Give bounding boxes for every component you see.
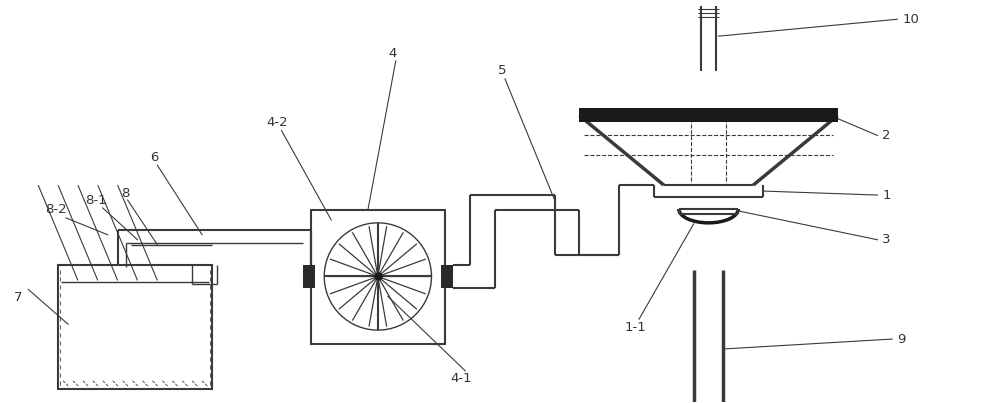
Text: 5: 5 (498, 64, 507, 77)
Text: 2: 2 (882, 129, 891, 142)
Text: 9: 9 (897, 332, 906, 345)
Bar (58, 264, 212, 389)
Text: 7: 7 (13, 291, 22, 304)
Text: 1-1: 1-1 (624, 321, 646, 334)
Text: 4: 4 (389, 46, 397, 60)
Text: 8-2: 8-2 (45, 204, 67, 216)
Text: 3: 3 (882, 233, 891, 246)
Bar (579, 108, 838, 122)
Bar (311, 210, 445, 344)
Text: 1: 1 (882, 189, 891, 202)
Text: 8: 8 (121, 187, 129, 199)
Text: 4-1: 4-1 (450, 372, 472, 385)
Text: 4-2: 4-2 (267, 116, 288, 129)
Bar (441, 264, 453, 289)
Text: 6: 6 (150, 151, 159, 164)
Bar (303, 264, 315, 289)
Text: 10: 10 (902, 13, 919, 26)
Text: 8-1: 8-1 (85, 193, 107, 206)
